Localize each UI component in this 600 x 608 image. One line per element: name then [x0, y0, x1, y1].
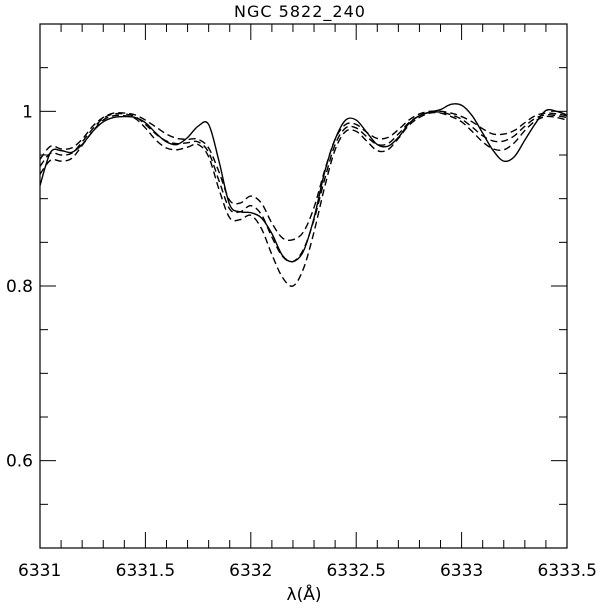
dashed-series-line — [39, 111, 568, 287]
x-axis-title: λ(Å) — [287, 583, 322, 605]
x-tick-label: 6333.5 — [538, 561, 597, 581]
chart-title: NGC 5822_240 — [234, 2, 366, 22]
plot-frame — [39, 23, 568, 549]
axis-ticks — [40, 24, 567, 548]
dashed-series-line — [39, 111, 568, 263]
tick-labels: 6331 6331.5 6332 6332.5 6333 6333.5 0.6 0.8 1 — [6, 102, 597, 581]
solid-series-line — [39, 103, 568, 263]
y-tick-label: 0.8 — [6, 277, 33, 297]
y-tick-label: 1 — [22, 102, 33, 122]
x-tick-label: 6331.5 — [116, 561, 175, 581]
x-tick-label: 6332 — [229, 561, 272, 581]
y-tick-label: 0.6 — [6, 452, 33, 472]
x-tick-label: 6332.5 — [326, 561, 385, 581]
x-tick-label: 6333 — [440, 561, 483, 581]
spectrum-series — [39, 103, 568, 287]
dashed-series-line — [39, 110, 568, 242]
x-tick-label: 6331 — [18, 561, 61, 581]
